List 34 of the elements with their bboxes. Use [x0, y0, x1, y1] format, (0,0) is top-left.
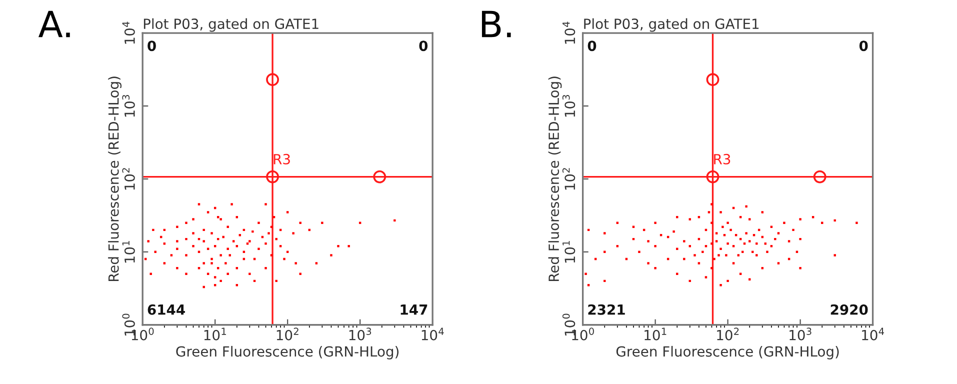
y-axis-title: Red Fluorescence (RED-HLog) — [108, 76, 122, 282]
x-tick-label: 10$^{2}$ — [717, 328, 739, 340]
annotation: 0 — [588, 40, 596, 52]
y-axis-title: Red Fluorescence (RED-HLog) — [548, 76, 562, 282]
x-tick-label: 10$^{4}$ — [862, 328, 884, 340]
chart-title: Plot P03, gated on GATE1 — [144, 18, 318, 32]
x-axis-title: Green Fluorescence (GRN-HLog) — [616, 346, 839, 360]
text: B. — [482, 10, 511, 38]
annotation: 2920 — [830, 304, 868, 315]
annotation: 0 — [859, 40, 868, 52]
x-tick-label: 10$^{1}$ — [204, 328, 226, 340]
y-tick-label: 10$^{4}$ — [562, 22, 576, 44]
y-tick-label: 10$^{2}$ — [562, 168, 576, 190]
chart-title: Plot P03, gated on GATE1 — [584, 18, 759, 32]
y-tick-label: 10$^{3}$ — [562, 94, 576, 117]
x-axis-title: Green Fluorescence (GRN-HLog) — [176, 346, 399, 360]
x-tick-label: 10$^{1}$ — [644, 328, 666, 340]
y-tick-label: 10$^{1}$ — [122, 241, 135, 263]
annotation: 2321 — [588, 304, 625, 315]
annotation: R3 — [274, 154, 290, 164]
y-tick-label: 10$^{4}$ — [122, 22, 135, 44]
x-tick-label: 10$^{3}$ — [790, 328, 812, 340]
annotation: 0 — [419, 40, 428, 52]
annotation: R3 — [714, 154, 730, 164]
text: A. — [38, 10, 70, 38]
x-tick-label: 10$^{3}$ — [349, 328, 372, 340]
x-tick-label: 10$^{2}$ — [276, 328, 298, 340]
y-tick-label: 10$^{1}$ — [562, 241, 576, 263]
annotation: 0 — [148, 40, 156, 52]
y-tick-label: 10$^{3}$ — [122, 94, 135, 117]
x-tick-label: 10$^{4}$ — [422, 328, 444, 340]
annotation: 147 — [400, 304, 428, 315]
y-tick-label: 10$^{2}$ — [122, 168, 135, 190]
annotation: 6144 — [148, 304, 185, 315]
